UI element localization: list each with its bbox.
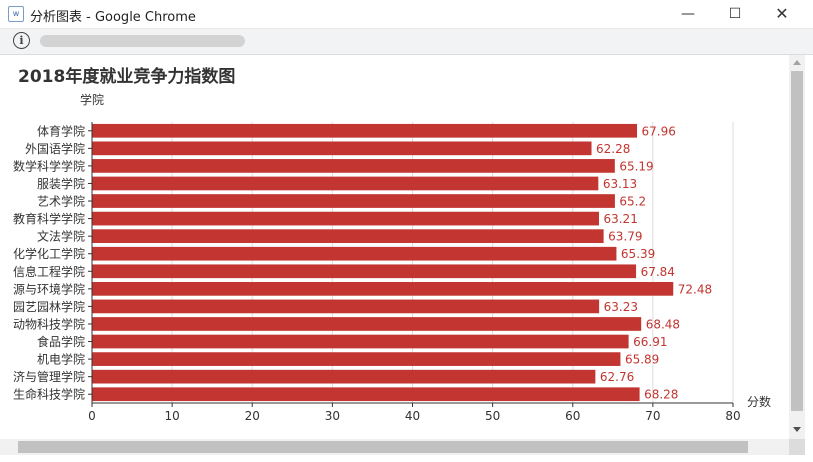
bar[interactable] [92, 246, 617, 261]
x-tick-label: 40 [405, 409, 420, 423]
category-label: 园艺园林学院 [13, 299, 85, 314]
app-icon: w [8, 6, 24, 22]
bar[interactable] [92, 369, 596, 384]
category-label: 生命科技学院 [13, 387, 85, 402]
category-label: 数学科学学院 [13, 158, 85, 173]
scroll-up-arrow[interactable] [793, 60, 801, 65]
window-title: 分析图表 - Google Chrome [30, 10, 196, 25]
minimize-button[interactable]: — [681, 6, 695, 22]
category-label: 艺术学院 [37, 194, 85, 209]
window-bottom-edge [0, 455, 813, 462]
value-label: 65.2 [619, 195, 646, 209]
x-tick-label: 80 [725, 409, 740, 423]
bar[interactable] [92, 123, 638, 138]
window-right-edge [805, 55, 813, 462]
value-label: 65.39 [621, 247, 655, 261]
value-label: 72.48 [678, 282, 712, 296]
x-tick-label: 20 [245, 409, 260, 423]
value-label: 67.96 [642, 124, 676, 138]
bar[interactable] [92, 229, 604, 244]
vertical-scrollbar[interactable] [789, 55, 805, 439]
x-axis-name: 分数 [747, 394, 771, 409]
value-label: 68.28 [644, 388, 678, 402]
category-label: 济与管理学院 [13, 369, 85, 384]
category-label: 外国语学院 [25, 141, 85, 156]
info-icon[interactable]: i [13, 32, 30, 49]
category-label: 机电学院 [37, 352, 85, 367]
bar[interactable] [92, 141, 592, 156]
value-label: 62.76 [600, 370, 634, 384]
value-label: 62.28 [596, 142, 630, 156]
value-label: 66.91 [633, 335, 667, 349]
bar[interactable] [92, 211, 599, 226]
page-content: 67.96 62.28 65.19 63.13 65.2 63.21 63.79 65.39 6… [0, 55, 789, 439]
category-label: 食品学院 [37, 334, 85, 349]
category-label: 体育学院 [37, 123, 85, 138]
x-tick-label: 50 [485, 409, 500, 423]
bar[interactable] [92, 176, 599, 191]
value-label: 63.13 [603, 177, 637, 191]
category-label: 源与环境学院 [13, 281, 85, 296]
bar[interactable] [92, 387, 640, 402]
value-label: 65.89 [625, 353, 659, 367]
value-label: 63.21 [603, 212, 637, 226]
value-label: 65.19 [619, 159, 653, 173]
title-bar: w 分析图表 - Google Chrome — ☐ ✕ [0, 0, 813, 29]
horizontal-scroll-thumb[interactable] [18, 441, 748, 453]
horizontal-scrollbar[interactable] [0, 439, 789, 455]
category-label: 教育科学学院 [13, 211, 85, 226]
category-label: 文法学院 [37, 229, 85, 244]
bar[interactable] [92, 281, 674, 296]
category-label: 化学化工学院 [13, 246, 85, 261]
category-label: 服装学院 [37, 176, 85, 191]
value-label: 63.79 [608, 230, 642, 244]
bar[interactable] [92, 194, 615, 208]
bar-layer: 67.96 62.28 65.19 63.13 65.2 63.21 63.79 65.39 6… [92, 123, 712, 402]
url-text-redacted[interactable] [40, 35, 245, 47]
x-tick-label: 0 [88, 409, 96, 423]
scroll-down-arrow[interactable] [793, 427, 801, 432]
x-tick-label: 60 [565, 409, 580, 423]
bar[interactable] [92, 317, 642, 331]
vertical-scroll-thumb[interactable] [791, 71, 803, 411]
chart-title: 2018年度就业竞争力指数图 [18, 66, 235, 87]
address-bar[interactable]: i [0, 29, 813, 55]
close-button[interactable]: ✕ [775, 4, 789, 23]
bar[interactable] [92, 159, 615, 173]
category-label: 信息工程学院 [13, 264, 85, 279]
value-label: 68.48 [646, 317, 680, 331]
bar[interactable] [92, 334, 629, 349]
axis-layer: 0 10 20 30 40 50 60 70 80 体育学院外国语学院数学科学学院服装学院艺术学院… [13, 122, 741, 423]
x-tick-label: 70 [645, 409, 660, 423]
bar[interactable] [92, 264, 637, 279]
value-label: 67.84 [641, 265, 675, 279]
chart: 67.96 62.28 65.19 63.13 65.2 63.21 63.79 65.39 6… [13, 66, 771, 423]
bar[interactable] [92, 352, 621, 366]
category-label: 动物科技学院 [13, 316, 85, 331]
x-tick-label: 30 [325, 409, 340, 423]
x-tick-label: 10 [164, 409, 179, 423]
value-label: 63.23 [604, 300, 638, 314]
bar[interactable] [92, 299, 600, 314]
scrollbar-corner [789, 439, 805, 455]
maximize-button[interactable]: ☐ [728, 6, 742, 22]
y-axis-name: 学院 [80, 92, 104, 107]
